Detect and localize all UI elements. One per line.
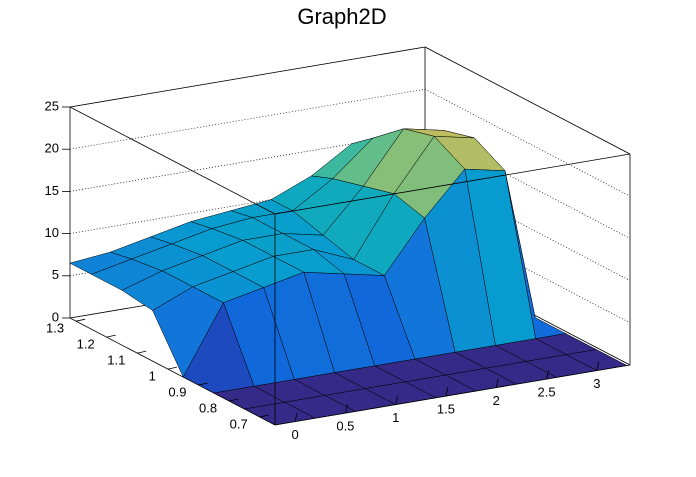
box-edge — [274, 364, 631, 426]
y-tick — [167, 366, 177, 370]
grid-line — [424, 257, 631, 366]
y-tick — [137, 350, 147, 354]
x-tick — [345, 404, 348, 414]
z-tick-label: 10 — [45, 225, 59, 240]
y-tick-label: 0.9 — [168, 385, 186, 400]
y-tick — [76, 318, 86, 322]
grid-line — [69, 88, 426, 150]
x-tick — [495, 378, 499, 388]
y-tick-label: 1.1 — [107, 353, 125, 368]
grid-line — [424, 173, 631, 281]
chart-title: Graph2D — [297, 4, 386, 29]
z-tick-label: 0 — [52, 309, 59, 324]
x-tick — [395, 395, 399, 405]
y-tick-label: 0.7 — [230, 416, 248, 431]
z-tick-label: 15 — [45, 183, 59, 198]
x-tick-label: 3 — [593, 376, 600, 391]
z-tick-label: 25 — [45, 98, 59, 113]
z-tick-label: 20 — [45, 141, 59, 156]
box-edge — [274, 153, 631, 215]
y-tick — [106, 334, 116, 338]
x-tick — [596, 361, 600, 371]
x-tick-label: 0 — [291, 427, 298, 442]
grid-line — [424, 131, 631, 239]
box-edge — [69, 106, 276, 215]
x-tick-label: 1.5 — [437, 402, 455, 417]
y-tick — [259, 414, 269, 418]
grid-line — [69, 46, 426, 108]
x-tick — [294, 412, 298, 422]
x-tick-label: 2 — [493, 393, 500, 408]
grid-line — [424, 88, 631, 197]
box-edge — [69, 317, 276, 426]
grid-line — [424, 46, 631, 155]
z-tick-label: 5 — [52, 267, 59, 282]
x-tick-label: 2.5 — [537, 385, 555, 400]
y-tick — [229, 398, 239, 402]
y-tick-label: 0.8 — [199, 400, 217, 415]
y-tick-label: 1 — [149, 369, 156, 384]
x-tick — [445, 387, 449, 397]
x-tick-label: 1 — [392, 410, 399, 425]
grid-line — [424, 215, 631, 324]
y-tick — [198, 382, 208, 386]
y-tick-label: 1.2 — [77, 337, 95, 352]
y-tick-label: 1.3 — [46, 321, 64, 336]
x-tick — [546, 370, 549, 380]
x-tick-label: 0.5 — [336, 419, 354, 434]
